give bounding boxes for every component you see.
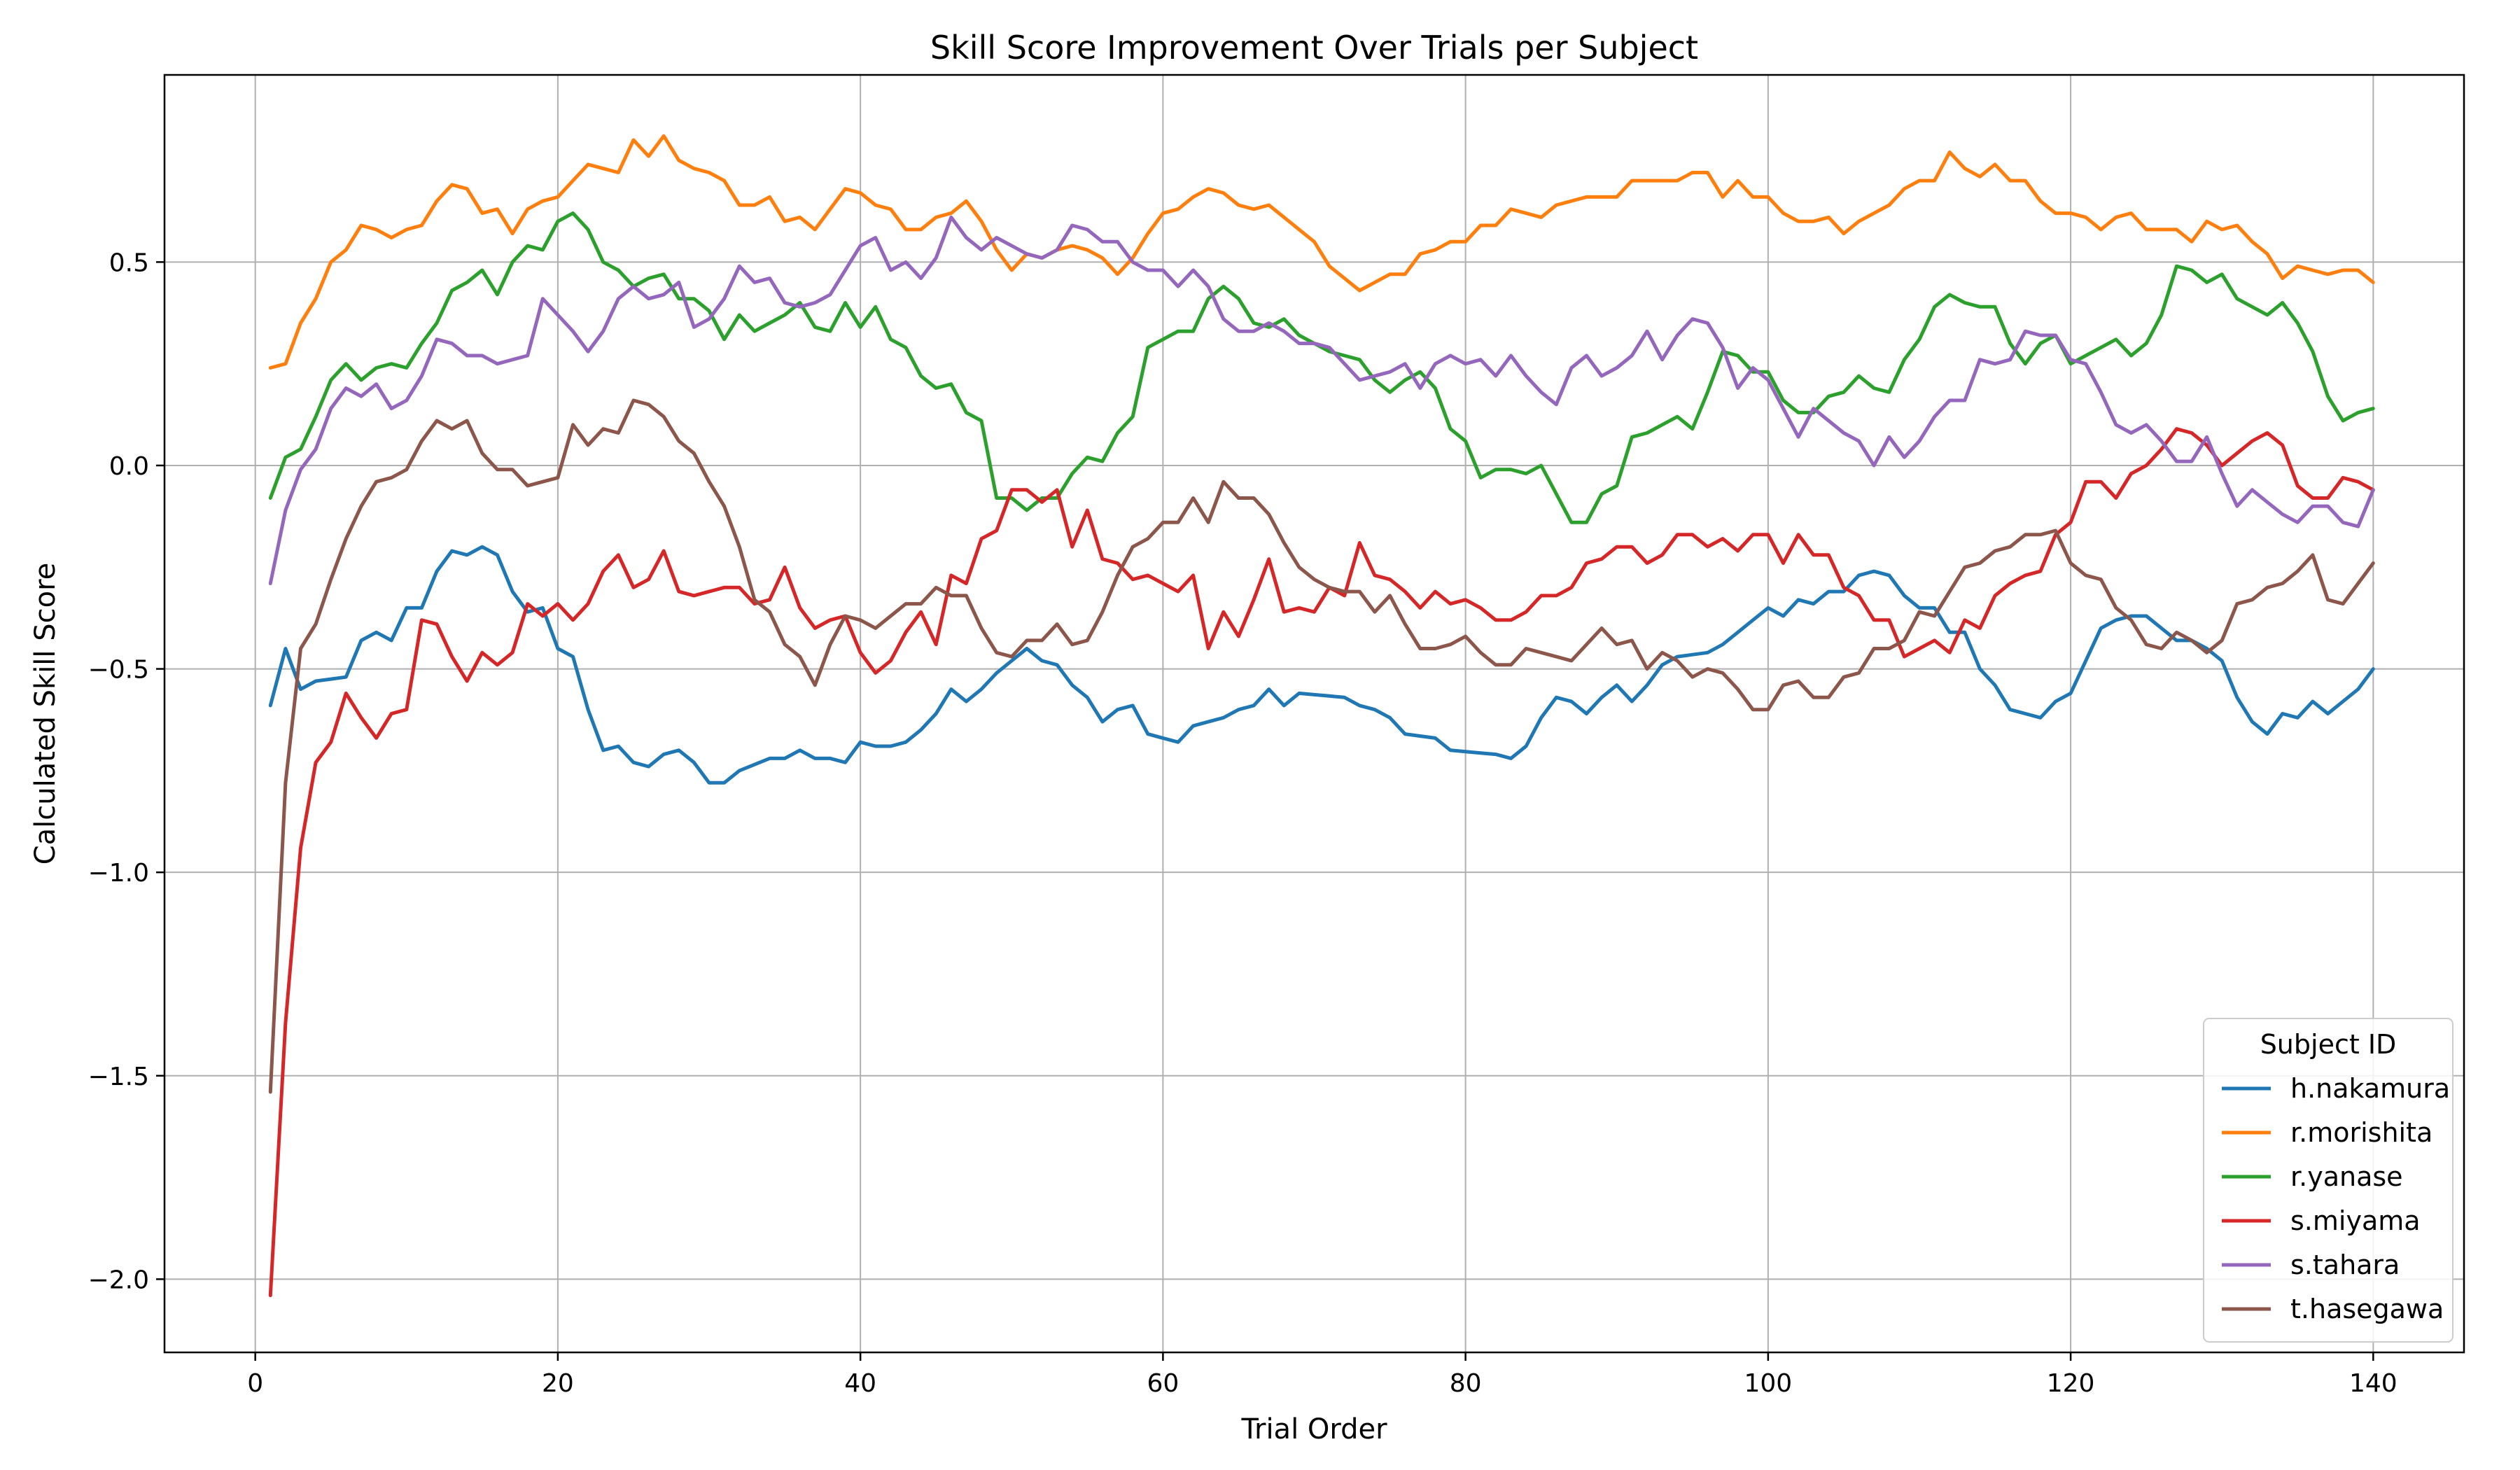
y-tick-label: 0.0 [109, 452, 149, 481]
legend-label: h.nakamura [2290, 1073, 2450, 1104]
legend-label: t.hasegawa [2290, 1294, 2444, 1324]
x-tick-label: 120 [2047, 1369, 2095, 1398]
x-tick-label: 80 [1450, 1369, 1482, 1398]
series-line-s.tahara [268, 215, 2375, 585]
legend-label: r.morishita [2290, 1117, 2432, 1148]
series-line-r.morishita [268, 134, 2375, 370]
series-line-h.nakamura [268, 545, 2375, 785]
y-tick-label: −1.0 [88, 859, 149, 888]
y-axis-label: Calculated Skill Score [29, 563, 62, 865]
legend-items: h.nakamura r.morishita r.yanase s.miyama s.t… [2222, 1073, 2450, 1324]
y-tick-label: −0.5 [88, 656, 149, 685]
chart-title: Skill Score Improvement Over Trials per … [930, 29, 1698, 66]
x-tick-label: 100 [1744, 1369, 1792, 1398]
legend-title: Subject ID [2260, 1029, 2397, 1060]
x-tick-label: 140 [2349, 1369, 2398, 1398]
x-tick-label: 0 [247, 1369, 263, 1398]
y-tick-label: −2.0 [88, 1266, 149, 1294]
x-axis-label: Trial Order [1240, 1413, 1387, 1446]
y-tick-label: −1.5 [88, 1063, 149, 1091]
legend-box [2203, 1018, 2454, 1343]
legend-label: s.miyama [2290, 1205, 2421, 1236]
grid-lines [164, 75, 2464, 1352]
x-tick-label: 40 [844, 1369, 876, 1398]
x-tick-label: 20 [542, 1369, 574, 1398]
series-layer [268, 134, 2375, 1298]
legend-label: r.yanase [2290, 1161, 2403, 1192]
y-tick-label: 0.5 [109, 248, 149, 277]
series-line-r.yanase [268, 211, 2375, 524]
axis-ticks: 0 20 40 60 80 100 120 140 −2.0 −1.5 −1.0 −0.5 0.0 0.5 [88, 248, 2398, 1398]
legend-label: s.tahara [2290, 1250, 2400, 1280]
series-line-t.hasegawa [268, 398, 2375, 1094]
legend: Subject ID h.nakamura r.morishita r.yanase… [2203, 1018, 2454, 1343]
series-line-s.miyama [268, 427, 2375, 1298]
x-tick-label: 60 [1147, 1369, 1179, 1398]
plot-frame [163, 74, 2465, 1354]
